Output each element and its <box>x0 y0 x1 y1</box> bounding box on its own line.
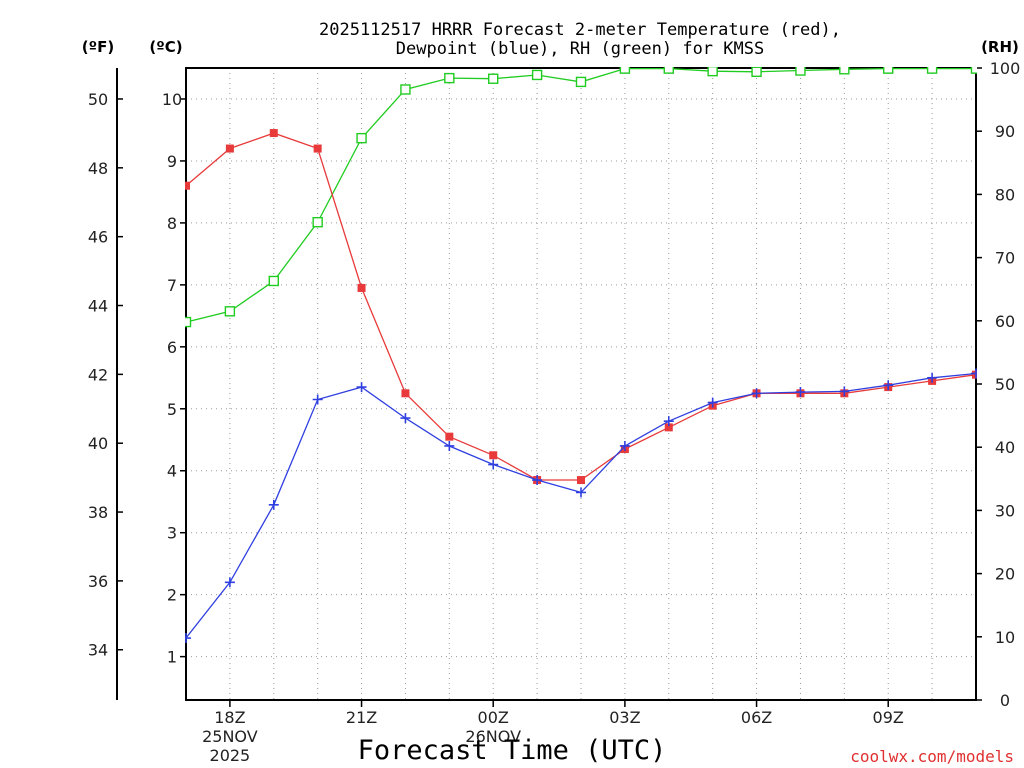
dewpoint-c-marker <box>224 577 235 588</box>
rh-tick-label: 90 <box>995 122 1015 141</box>
rh-marker <box>224 306 236 317</box>
rh-marker <box>488 73 499 84</box>
x-tick-date-label: 26NOV <box>465 727 521 746</box>
rh-marker <box>707 67 718 77</box>
dewpoint-c-marker <box>927 372 938 383</box>
x-tick-label: 18Z <box>214 708 245 727</box>
dewpoint-c-marker <box>268 499 279 510</box>
fahrenheit-tick-label: 46 <box>88 228 108 247</box>
rh-marker <box>663 67 674 74</box>
rh-tick-label: 100 <box>990 59 1021 78</box>
x-axis-label: Forecast Time (UTC) <box>358 735 667 766</box>
dewpoint-c-marker <box>883 380 894 391</box>
rh-marker <box>883 67 894 74</box>
rh-marker <box>619 67 631 74</box>
temperature-c-marker <box>401 389 410 398</box>
x-tick-label: 03Z <box>609 708 640 727</box>
rh-marker <box>185 316 192 328</box>
rh-tick-label: 20 <box>995 565 1015 584</box>
temperature-c-marker <box>357 283 366 292</box>
dewpoint-c-marker <box>707 397 718 408</box>
x-tick-date-label: 25NOV <box>202 727 258 746</box>
fahrenheit-tick-label: 34 <box>88 641 108 660</box>
temperature-c-marker <box>313 144 322 153</box>
dewpoint-c-marker <box>444 440 455 451</box>
dewpoint-c-marker <box>400 413 411 424</box>
dewpoint-c-marker <box>576 487 586 498</box>
temperature-c-marker <box>489 451 498 460</box>
x-tick-label: 21Z <box>346 708 377 727</box>
celsius-tick-label: 6 <box>167 338 177 357</box>
dewpoint-c-marker <box>971 368 977 379</box>
fahrenheit-tick-label: 48 <box>88 159 108 178</box>
rh-marker <box>400 84 411 95</box>
temperature-c-marker <box>225 144 234 153</box>
celsius-tick-label: 2 <box>167 586 177 605</box>
rh-marker <box>531 69 543 81</box>
x-tick-year-label: 2025 <box>210 746 251 765</box>
rh-marker <box>795 67 806 76</box>
rh-unit-label: (RH) <box>981 38 1019 56</box>
dewpoint-c-marker <box>619 440 630 451</box>
rh-tick-label: 40 <box>995 438 1015 457</box>
rh-marker <box>751 67 762 77</box>
fahrenheit-tick-label: 50 <box>88 90 108 109</box>
celsius-unit-label: (ºC) <box>149 38 182 56</box>
data-series <box>185 67 977 644</box>
temperature-c-marker <box>445 432 454 441</box>
dewpoint-c-marker <box>532 475 543 486</box>
dewpoint-c-marker <box>839 386 850 397</box>
rh-tick-label: 30 <box>995 501 1015 520</box>
x-tick-label: 06Z <box>741 708 772 727</box>
dewpoint-c-marker <box>356 382 367 393</box>
fahrenheit-tick-label: 44 <box>88 297 108 316</box>
temperature-c-marker <box>664 423 673 432</box>
dewpoint-c-marker <box>663 416 674 427</box>
fahrenheit-tick-label: 42 <box>88 365 108 384</box>
rh-tick-label: 50 <box>995 375 1015 394</box>
chart-title-line2: Dewpoint (blue), RH (green) for KMSS <box>396 39 764 59</box>
celsius-tick-label: 7 <box>167 276 177 295</box>
rh-marker <box>926 67 938 74</box>
celsius-tick-label: 4 <box>167 462 177 481</box>
dewpoint-c-marker <box>751 388 762 399</box>
celsius-tick-label: 1 <box>167 648 177 667</box>
dewpoint-c-marker <box>795 387 806 398</box>
celsius-tick-label: 10 <box>162 90 182 109</box>
rh-tick-label: 0 <box>1000 691 1010 710</box>
celsius-tick-label: 5 <box>167 400 177 419</box>
rh-tick-label: 60 <box>995 312 1015 331</box>
rh-tick-label: 10 <box>995 628 1015 647</box>
temperature-c-marker <box>972 370 977 379</box>
x-tick-label: 09Z <box>873 708 904 727</box>
celsius-tick-label: 3 <box>167 524 177 543</box>
rh-marker <box>444 72 455 84</box>
dewpoint-c-marker <box>312 394 323 405</box>
axis-ticks: 1234567891034363840424446485001020304050… <box>88 59 1020 765</box>
dewpoint-c-marker <box>185 633 191 644</box>
fahrenheit-unit-label: (ºF) <box>82 38 114 56</box>
temperature-c-marker <box>269 129 278 138</box>
fahrenheit-tick-label: 36 <box>88 572 108 591</box>
rh-marker <box>268 275 279 287</box>
fahrenheit-tick-label: 40 <box>88 434 108 453</box>
rh-tick-label: 80 <box>995 185 1015 204</box>
rh-marker <box>839 67 850 75</box>
rh-tick-label: 70 <box>995 249 1015 268</box>
chart-title-line1: 2025112517 HRRR Forecast 2-meter Tempera… <box>319 20 841 40</box>
dewpoint-c-marker <box>488 459 499 470</box>
temperature-c-marker <box>577 476 585 485</box>
rh-marker <box>356 132 367 144</box>
rh-marker <box>312 217 323 228</box>
celsius-tick-label: 8 <box>167 214 177 233</box>
celsius-tick-label: 9 <box>167 152 177 171</box>
rh-marker <box>575 76 587 88</box>
credit-link[interactable]: coolwx.com/models <box>850 747 1014 766</box>
temperature-c-marker <box>185 181 190 190</box>
rh-marker <box>970 67 977 74</box>
fahrenheit-tick-label: 38 <box>88 503 108 522</box>
x-tick-label: 00Z <box>478 708 509 727</box>
